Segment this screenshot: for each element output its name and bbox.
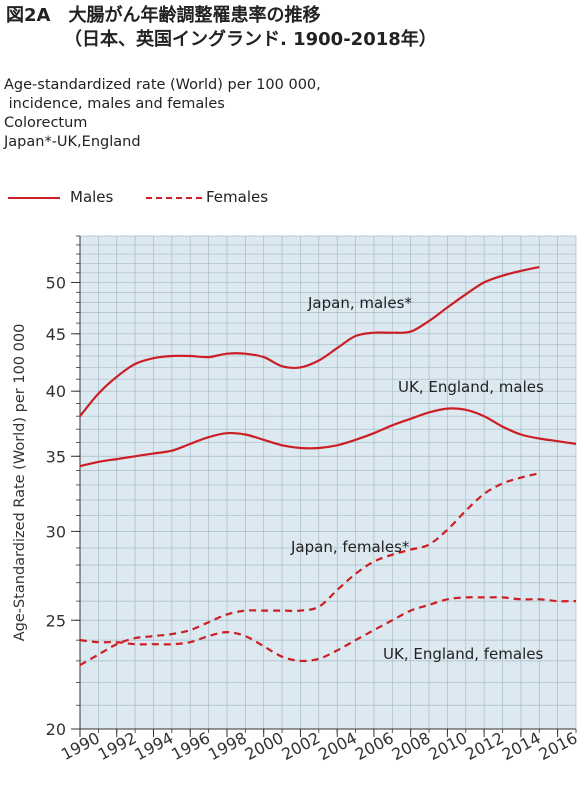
y-tick-label: 45 (46, 325, 66, 344)
series-line-uk-males (79, 407, 577, 468)
series-annotation: UK, England, females (383, 645, 543, 663)
description-line: incidence, males and females (4, 96, 225, 112)
y-tick-label: 50 (46, 273, 66, 292)
y-tick-label: 30 (46, 522, 66, 541)
series-annotation: Japan, males* (307, 294, 412, 312)
chart-description: Age-standardized rate (World) per 100 00… (4, 76, 321, 152)
description-line: Colorectum (4, 115, 88, 131)
series-annotation: Japan, females* (290, 538, 410, 556)
y-axis-title: Age-Standardized Rate (World) per 100 00… (12, 324, 28, 642)
y-tick-label: 20 (46, 720, 66, 739)
legend-swatch-solid (8, 197, 60, 199)
series-line-japan-females (79, 472, 540, 667)
y-tick-label: 35 (46, 447, 66, 466)
figure-heading: 図2A 大腸がん年齢調整罹患率の推移 （日本、英国イングランド. 1900-20… (6, 4, 437, 52)
legend-swatch-dashed (146, 197, 202, 199)
series-line-uk-females (79, 596, 577, 663)
legend-label-females: Females (206, 188, 269, 206)
plot-area (80, 236, 576, 729)
series-line-japan-males (79, 266, 540, 417)
description-line: Age-standardized rate (World) per 100 00… (4, 77, 321, 93)
y-tick-label: 25 (46, 611, 66, 630)
series-annotation: UK, England, males (398, 378, 544, 396)
y-tick-label: 40 (46, 382, 66, 401)
line-chart: 2025303540455019901992199419961998200020… (12, 235, 580, 764)
description-line: Japan*-UK,England (4, 134, 141, 150)
legend-label-males: Males (70, 188, 114, 206)
figure-subtitle: （日本、英国イングランド. 1900-2018年） (64, 29, 437, 50)
figure-title: 図2A 大腸がん年齢調整罹患率の推移 (6, 5, 321, 26)
